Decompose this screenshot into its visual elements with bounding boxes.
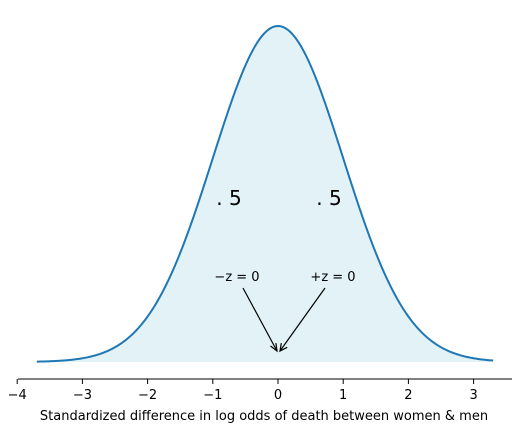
right-z-label: +z = 0 xyxy=(310,270,355,285)
x-tick-label: 1 xyxy=(339,388,347,403)
density-curve xyxy=(36,24,494,363)
x-tick-label: 3 xyxy=(469,388,477,403)
x-tick-label: −3 xyxy=(73,388,92,403)
right-area-label: . 5 xyxy=(316,186,341,210)
x-axis-label: Standardized difference in log odds of d… xyxy=(40,409,488,424)
x-tick-label: −2 xyxy=(138,388,157,403)
x-tick-label: 2 xyxy=(404,388,412,403)
left-area-label: . 5 xyxy=(216,186,241,210)
x-tick-label: 0 xyxy=(274,388,282,403)
x-tick-label: −1 xyxy=(203,388,222,403)
density-area-fill xyxy=(36,26,494,362)
left-z-label: −z = 0 xyxy=(214,270,259,285)
right-z-arrow xyxy=(279,287,326,353)
x-axis-ticks: −4 −3 −2 −1 0 1 2 3 xyxy=(8,379,478,403)
x-tick-label: −4 xyxy=(8,388,27,403)
left-z-arrow xyxy=(242,287,278,353)
